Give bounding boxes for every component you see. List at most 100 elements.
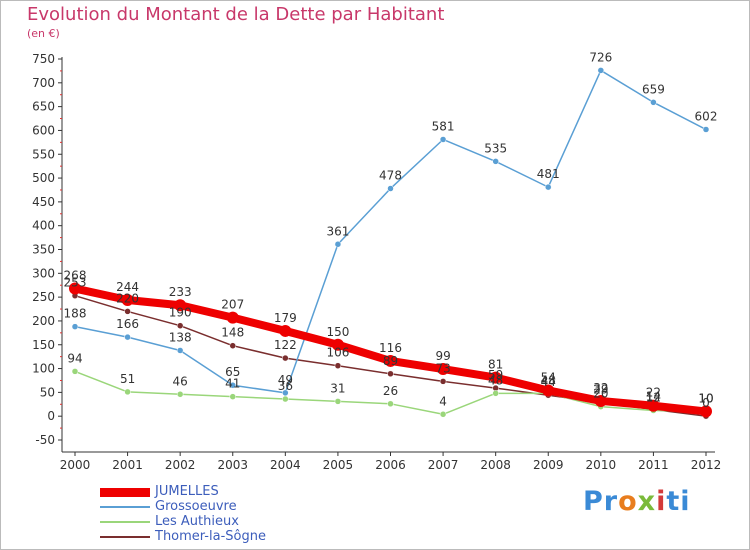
data-point bbox=[229, 393, 236, 400]
data-point bbox=[331, 338, 344, 351]
y-tick-label: 50 bbox=[40, 385, 55, 399]
data-label: 22 bbox=[646, 386, 661, 400]
data-label: 188 bbox=[64, 307, 87, 321]
data-point bbox=[279, 324, 292, 337]
legend-item-jumelles: JUMELLES bbox=[100, 484, 360, 499]
data-point bbox=[176, 347, 184, 354]
x-tick-label: 2002 bbox=[165, 458, 196, 472]
data-point bbox=[282, 395, 289, 403]
data-point bbox=[702, 126, 710, 133]
data-point bbox=[176, 322, 184, 329]
data-point bbox=[545, 183, 552, 191]
data-label: 179 bbox=[274, 311, 297, 325]
data-label: 602 bbox=[695, 109, 718, 123]
data-point bbox=[594, 394, 607, 407]
data-label: 535 bbox=[484, 141, 507, 155]
data-label: 10 bbox=[698, 391, 713, 405]
data-point bbox=[439, 136, 447, 143]
data-point bbox=[229, 381, 236, 389]
data-label: 54 bbox=[541, 370, 556, 384]
data-label: 10 bbox=[698, 391, 713, 405]
data-point bbox=[387, 400, 394, 408]
proxiti-logo: Proxiti bbox=[583, 486, 691, 517]
data-label: 106 bbox=[326, 346, 349, 360]
data-point bbox=[439, 378, 447, 385]
data-label: 36 bbox=[278, 379, 293, 393]
x-tick-label: 2012 bbox=[691, 458, 722, 472]
x-tick-label: 2008 bbox=[480, 458, 511, 472]
legend-label: Les Authieux bbox=[155, 514, 239, 529]
y-tick-label: 600 bbox=[32, 123, 55, 137]
data-point bbox=[437, 363, 450, 376]
data-label: 48 bbox=[488, 373, 503, 387]
data-label: 122 bbox=[274, 338, 297, 352]
data-point bbox=[71, 323, 79, 330]
y-tick-label: 450 bbox=[32, 195, 55, 209]
data-label: 116 bbox=[379, 341, 402, 355]
data-label: 12 bbox=[646, 390, 661, 404]
data-point bbox=[282, 354, 289, 362]
y-tick-label: 150 bbox=[32, 338, 55, 352]
data-label: 253 bbox=[64, 276, 87, 290]
legend-label: Thomer-la-Sôgne bbox=[155, 529, 266, 544]
y-tick-label: 350 bbox=[32, 243, 55, 257]
data-label: 31 bbox=[330, 381, 345, 395]
logo-part: Pr bbox=[583, 486, 619, 517]
x-tick-label: 2000 bbox=[60, 458, 91, 472]
data-label: 81 bbox=[488, 358, 503, 372]
data-label: 4 bbox=[439, 394, 447, 408]
data-label: 150 bbox=[326, 325, 349, 339]
legend-item-thomer-la-sogne: Thomer-la-Sôgne bbox=[100, 529, 360, 544]
data-label: 220 bbox=[116, 291, 139, 305]
data-point bbox=[384, 354, 397, 367]
x-tick-label: 2006 bbox=[375, 458, 406, 472]
x-tick-label: 2003 bbox=[217, 458, 248, 472]
data-point bbox=[492, 390, 499, 397]
data-point bbox=[174, 299, 187, 312]
data-label: 207 bbox=[221, 298, 244, 312]
data-label: 32 bbox=[593, 381, 608, 395]
data-label: 361 bbox=[326, 224, 349, 238]
data-label: 49 bbox=[278, 373, 293, 387]
x-tick-label: 2004 bbox=[270, 458, 301, 472]
y-tick-label: 250 bbox=[32, 290, 55, 304]
y-tick-label: 500 bbox=[32, 171, 55, 185]
legend: JUMELLES Grossoeuvre Les Authieux Thomer… bbox=[100, 484, 360, 544]
y-tick-label: 700 bbox=[32, 76, 55, 90]
data-label: 48 bbox=[541, 373, 556, 387]
data-label: 44 bbox=[541, 375, 556, 389]
data-point bbox=[439, 411, 447, 418]
data-label: 138 bbox=[169, 330, 192, 344]
data-label: 726 bbox=[589, 50, 612, 64]
data-point bbox=[282, 389, 289, 397]
logo-part: o bbox=[618, 486, 638, 517]
x-tick-label: 2010 bbox=[586, 458, 617, 472]
x-tick-label: 2001 bbox=[112, 458, 143, 472]
data-label: 233 bbox=[169, 285, 192, 299]
data-label: 59 bbox=[488, 368, 503, 382]
y-tick-label: 200 bbox=[32, 314, 55, 328]
data-label: 89 bbox=[383, 354, 398, 368]
data-label: 46 bbox=[173, 374, 188, 388]
data-point bbox=[124, 388, 131, 396]
data-label: 581 bbox=[432, 119, 455, 133]
data-label: 94 bbox=[67, 351, 82, 365]
legend-item-grossoeuvre: Grossoeuvre bbox=[100, 499, 360, 514]
data-point bbox=[597, 67, 605, 74]
data-label: 148 bbox=[221, 326, 244, 340]
x-tick-label: 2005 bbox=[323, 458, 354, 472]
legend-swatch bbox=[100, 536, 150, 538]
data-label: 244 bbox=[116, 280, 139, 294]
data-label: 0 bbox=[702, 396, 710, 410]
data-label: 26 bbox=[383, 384, 398, 398]
data-point bbox=[334, 398, 342, 405]
data-point bbox=[542, 384, 555, 397]
chart-title: Evolution du Montant de la Dette par Hab… bbox=[27, 4, 445, 25]
data-label: 29 bbox=[593, 382, 608, 396]
logo-part: x bbox=[637, 486, 657, 517]
data-label: 73 bbox=[435, 361, 450, 375]
y-tick-label: 750 bbox=[32, 52, 55, 66]
legend-swatch bbox=[100, 521, 150, 523]
legend-label: JUMELLES bbox=[155, 484, 219, 499]
